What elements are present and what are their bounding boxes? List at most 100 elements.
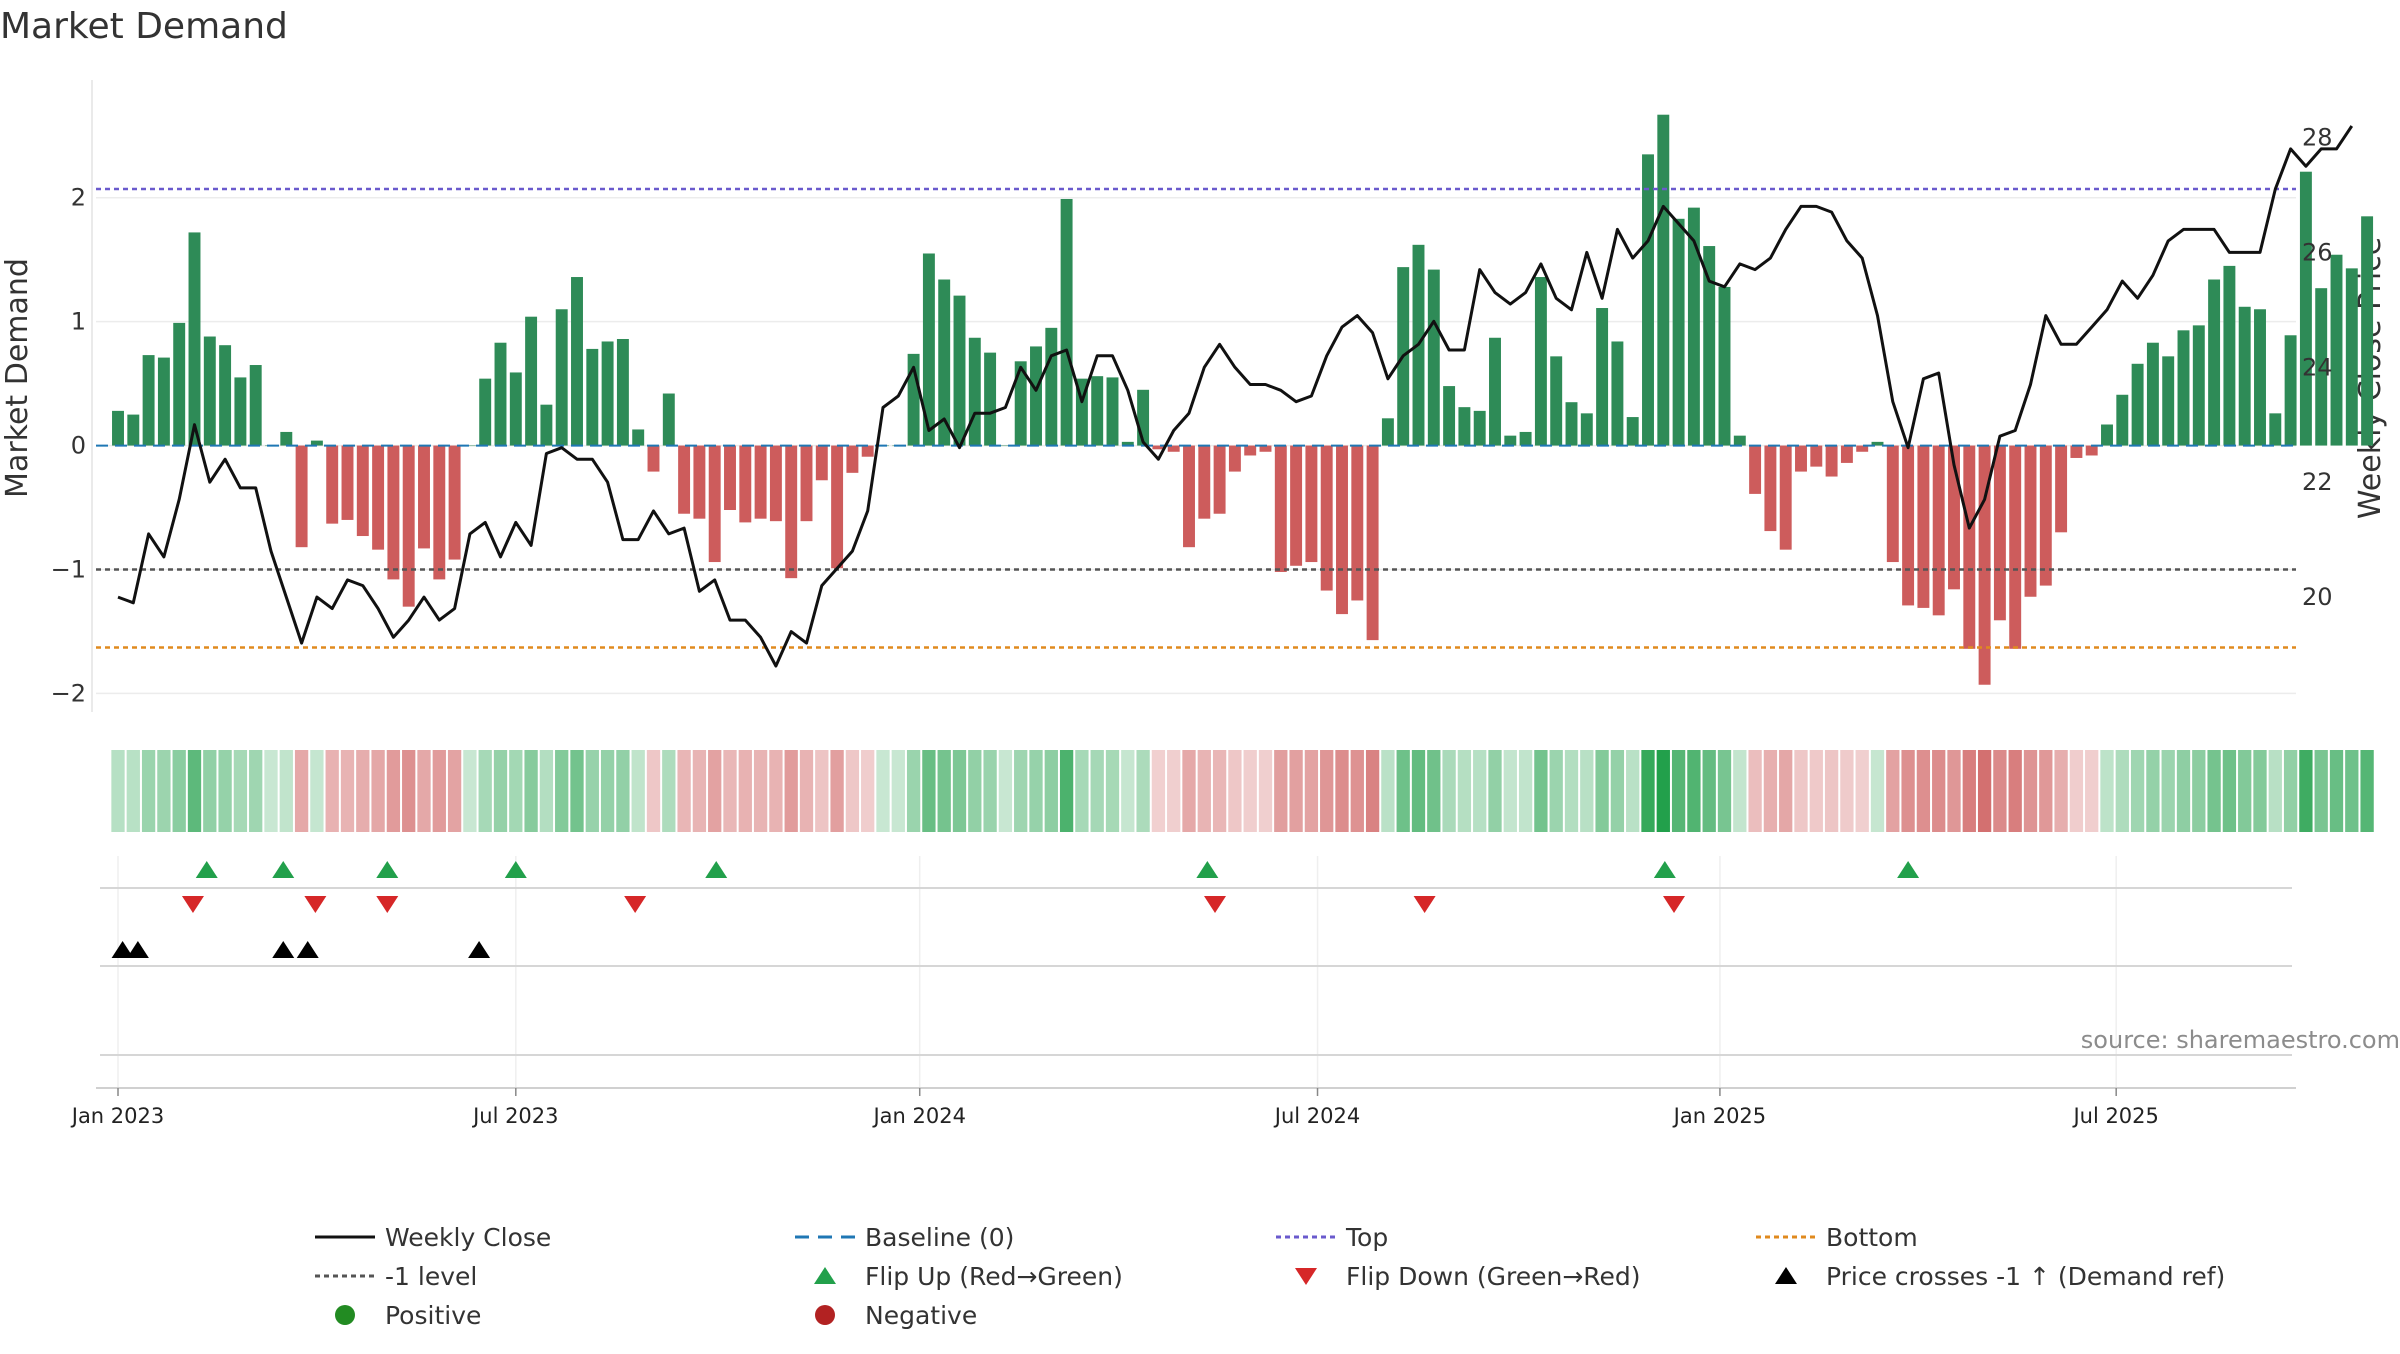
demand-bar bbox=[2039, 445, 2052, 586]
legend-label: Price crosses -1 ↑ (Demand ref) bbox=[1826, 1262, 2225, 1291]
strip-cell bbox=[952, 750, 967, 832]
strip-cell bbox=[1626, 750, 1640, 832]
demand-bar bbox=[2146, 342, 2159, 446]
strip-cell bbox=[876, 750, 890, 832]
legend-swatch bbox=[1775, 1267, 1797, 1284]
strip-cell bbox=[1365, 750, 1380, 832]
flip-down-marker bbox=[181, 896, 204, 913]
strip-cell bbox=[325, 750, 339, 832]
strip-cell bbox=[1090, 750, 1104, 832]
strip-cell bbox=[1014, 750, 1028, 832]
strip-cell bbox=[1763, 750, 1778, 832]
demand-bar bbox=[2208, 279, 2221, 446]
demand-bar bbox=[2315, 288, 2328, 446]
strip-cell bbox=[1121, 750, 1135, 832]
demand-bar bbox=[1381, 418, 1394, 446]
strip-cell bbox=[1473, 750, 1487, 832]
legend-item: Positive bbox=[335, 1301, 481, 1330]
strip-cell bbox=[1656, 750, 1670, 832]
strip-cell bbox=[1381, 750, 1395, 832]
strip-cell bbox=[906, 750, 921, 832]
strip-cell bbox=[2039, 750, 2053, 832]
demand-bar bbox=[2131, 363, 2144, 446]
demand-bar bbox=[280, 431, 293, 446]
strip-cell bbox=[356, 750, 370, 832]
strip-cell bbox=[1779, 750, 1793, 832]
demand-bar bbox=[1825, 445, 1838, 477]
demand-bar bbox=[724, 445, 736, 511]
strip-cell bbox=[1212, 750, 1227, 832]
strip-cell bbox=[463, 750, 477, 832]
demand-bar bbox=[1228, 445, 1241, 472]
strip-cell bbox=[1840, 750, 1854, 832]
strip-cell bbox=[1886, 750, 1900, 832]
x-tick-label: Jan 2023 bbox=[70, 1104, 165, 1128]
strip-cell bbox=[2299, 750, 2313, 832]
strip-cell bbox=[1320, 750, 1334, 832]
strip-cell bbox=[2146, 750, 2160, 832]
flip-up-marker bbox=[504, 861, 527, 878]
legend-item: Price crosses -1 ↑ (Demand ref) bbox=[1775, 1262, 2225, 1291]
demand-bar bbox=[2238, 306, 2251, 446]
demand-bar bbox=[632, 429, 645, 446]
strip-cell bbox=[2069, 750, 2084, 832]
demand-bar bbox=[1779, 445, 1792, 550]
strip-cell bbox=[1824, 750, 1839, 832]
strip-cell bbox=[600, 750, 615, 832]
strip-cell bbox=[1901, 750, 1915, 832]
demand-bar bbox=[601, 341, 614, 446]
demand-bar bbox=[1948, 445, 1960, 590]
y-tick-label: −1 bbox=[51, 555, 86, 583]
demand-bar bbox=[1167, 445, 1180, 452]
price-cross-marker bbox=[111, 941, 134, 958]
demand-bar bbox=[938, 279, 951, 446]
demand-bar bbox=[1305, 445, 1318, 563]
strip-cell bbox=[203, 750, 217, 832]
demand-bar bbox=[1504, 435, 1517, 446]
demand-bar bbox=[1550, 356, 1563, 446]
strip-cell bbox=[1809, 750, 1823, 832]
strip-cell bbox=[294, 750, 309, 832]
legend: Weekly Close Baseline (0) Top Bottom -1 leve… bbox=[315, 1223, 2225, 1330]
price-cross-marker bbox=[272, 941, 295, 958]
flip-up-marker bbox=[376, 861, 399, 878]
demand-bar bbox=[2361, 216, 2374, 446]
y2-tick-label: 26 bbox=[2302, 238, 2333, 266]
strip-cell bbox=[2023, 750, 2038, 832]
flip-down-marker bbox=[376, 896, 399, 913]
legend-swatch bbox=[814, 1267, 836, 1284]
demand-bar bbox=[1795, 445, 1807, 472]
demand-bar bbox=[1611, 341, 1624, 446]
demand-bar bbox=[1993, 445, 2006, 621]
price-cross-marker bbox=[296, 941, 319, 958]
strip-cell bbox=[1641, 750, 1655, 832]
demand-bar bbox=[1213, 445, 1226, 514]
demand-bar bbox=[1473, 410, 1486, 446]
demand-bar bbox=[1259, 445, 1272, 452]
demand-bar bbox=[2269, 413, 2282, 446]
demand-bar bbox=[2254, 309, 2266, 446]
legend-label: -1 level bbox=[385, 1262, 477, 1291]
y-tick-label: 2 bbox=[71, 184, 86, 212]
strip-cell bbox=[646, 750, 661, 832]
strip-cell bbox=[1870, 750, 1885, 832]
strip-cell bbox=[1151, 750, 1166, 832]
demand-bar bbox=[953, 295, 966, 446]
x-tick-label: Jul 2025 bbox=[2071, 1104, 2158, 1128]
legend-swatch bbox=[1295, 1268, 1317, 1285]
demand-bar bbox=[1244, 445, 1257, 456]
demand-bar bbox=[922, 253, 935, 446]
demand-bar bbox=[1978, 445, 1991, 685]
strip-cell bbox=[1427, 750, 1441, 832]
strip-cell bbox=[784, 750, 798, 832]
flip-down-marker bbox=[624, 896, 647, 913]
strip-cell bbox=[2207, 750, 2221, 832]
demand-bar bbox=[2009, 445, 2022, 649]
demand-bar bbox=[249, 365, 262, 446]
strip-cell bbox=[1136, 750, 1150, 832]
strip-cell bbox=[2314, 750, 2328, 832]
strip-cell bbox=[249, 750, 263, 832]
strip-cell bbox=[1274, 750, 1288, 832]
demand-bar bbox=[662, 393, 675, 446]
